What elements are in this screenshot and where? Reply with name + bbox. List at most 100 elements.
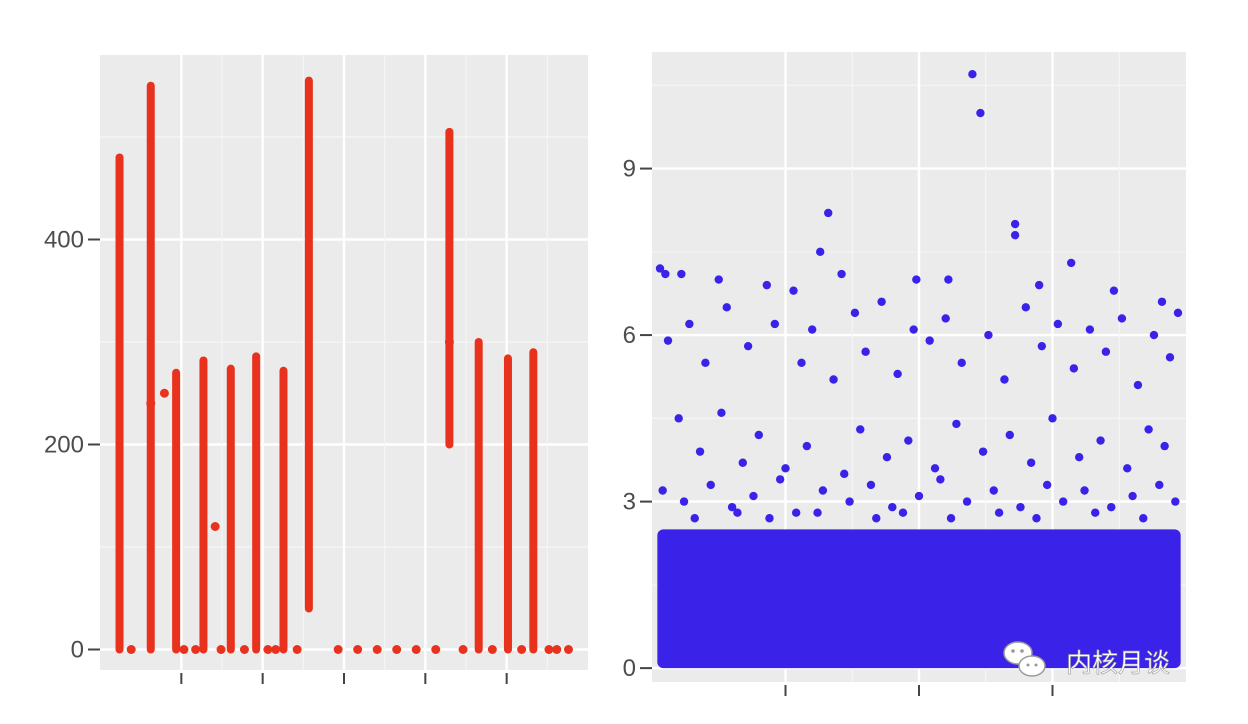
data-point <box>1037 341 1047 351</box>
data-point <box>210 522 220 531</box>
data-point <box>1101 347 1111 356</box>
data-point <box>658 486 667 495</box>
data-point <box>1075 452 1084 462</box>
data-point <box>146 399 156 408</box>
data-point <box>1107 502 1116 512</box>
data-point <box>816 247 825 257</box>
data-point <box>1010 230 1020 240</box>
data-point <box>984 330 993 340</box>
data-point <box>845 497 854 506</box>
data-point <box>1149 330 1159 340</box>
data-point <box>808 325 817 334</box>
data-point <box>663 336 673 345</box>
data-point <box>1053 319 1063 329</box>
data-point <box>944 275 953 284</box>
data-point <box>1085 325 1095 334</box>
data-point <box>872 514 881 523</box>
data-point <box>722 303 731 312</box>
y-tick-label: 3 <box>623 489 636 516</box>
data-point <box>968 70 977 79</box>
data-point <box>909 325 918 334</box>
data-point <box>1034 280 1044 290</box>
data-point <box>1066 258 1076 268</box>
chat-bubbles-icon <box>1003 641 1046 677</box>
y-tick-label: 0 <box>71 637 84 664</box>
data-point <box>802 441 812 451</box>
data-point <box>159 388 169 398</box>
data-point <box>1096 436 1105 445</box>
data-point <box>444 337 454 347</box>
data-point <box>1117 314 1127 323</box>
data-point <box>677 269 686 279</box>
data-point <box>861 347 870 356</box>
data-point <box>1042 480 1052 490</box>
data-point <box>1080 486 1089 495</box>
data-point <box>1109 286 1119 295</box>
data-point <box>411 645 421 654</box>
right-panel: 0 3 6 9 <box>623 52 1186 696</box>
data-point <box>749 491 758 501</box>
data-point <box>706 480 715 490</box>
data-point <box>789 286 798 295</box>
data-point <box>1000 375 1009 384</box>
data-point <box>962 497 972 506</box>
data-point <box>1026 458 1036 467</box>
y-tick-label: 9 <box>623 156 636 183</box>
data-point <box>1091 508 1100 517</box>
data-point <box>717 408 726 417</box>
data-point <box>824 208 833 218</box>
data-point <box>912 275 921 284</box>
data-point <box>1144 425 1153 434</box>
data-point <box>271 645 281 654</box>
data-point <box>936 475 945 484</box>
left-panel: 0 200 400 <box>44 55 588 684</box>
data-point <box>791 508 801 517</box>
y-tick-label: 0 <box>623 655 636 682</box>
data-point <box>1123 464 1132 473</box>
data-point <box>829 375 838 384</box>
data-point <box>840 469 849 479</box>
data-point <box>925 336 934 345</box>
data-point <box>353 645 363 654</box>
data-point <box>866 480 876 490</box>
data-point <box>679 497 689 506</box>
data-point <box>733 508 742 517</box>
data-point <box>781 464 790 473</box>
data-point <box>941 314 950 323</box>
data-point <box>552 645 562 654</box>
data-point <box>1016 502 1025 512</box>
data-point <box>1005 430 1014 440</box>
data-point <box>1139 514 1148 523</box>
y-tick-label: 200 <box>44 432 84 459</box>
y-tick-label: 6 <box>623 322 636 349</box>
data-point <box>292 645 302 654</box>
data-point <box>1069 364 1079 373</box>
data-point <box>882 452 892 462</box>
data-point <box>893 369 902 379</box>
data-point <box>1155 480 1164 490</box>
data-point <box>701 358 710 368</box>
data-point <box>765 514 774 523</box>
data-point <box>738 458 747 467</box>
data-point <box>1128 491 1137 501</box>
data-point <box>372 645 382 654</box>
y-tick-label: 400 <box>44 227 84 254</box>
watermark-text: 内核月谈 <box>1066 649 1170 679</box>
data-point <box>994 508 1004 517</box>
data-point <box>685 319 694 329</box>
data-point <box>563 645 573 654</box>
data-point <box>762 280 772 290</box>
data-point <box>877 297 886 306</box>
data-point <box>191 645 201 654</box>
data-point <box>392 645 402 654</box>
data-point <box>695 447 705 456</box>
data-point <box>957 358 966 368</box>
data-point <box>727 502 737 512</box>
data-point <box>1165 353 1175 362</box>
data-point <box>978 447 988 456</box>
data-point <box>976 108 985 118</box>
data-point <box>914 491 924 501</box>
data-point <box>1010 219 1020 229</box>
data-point <box>1171 497 1180 506</box>
